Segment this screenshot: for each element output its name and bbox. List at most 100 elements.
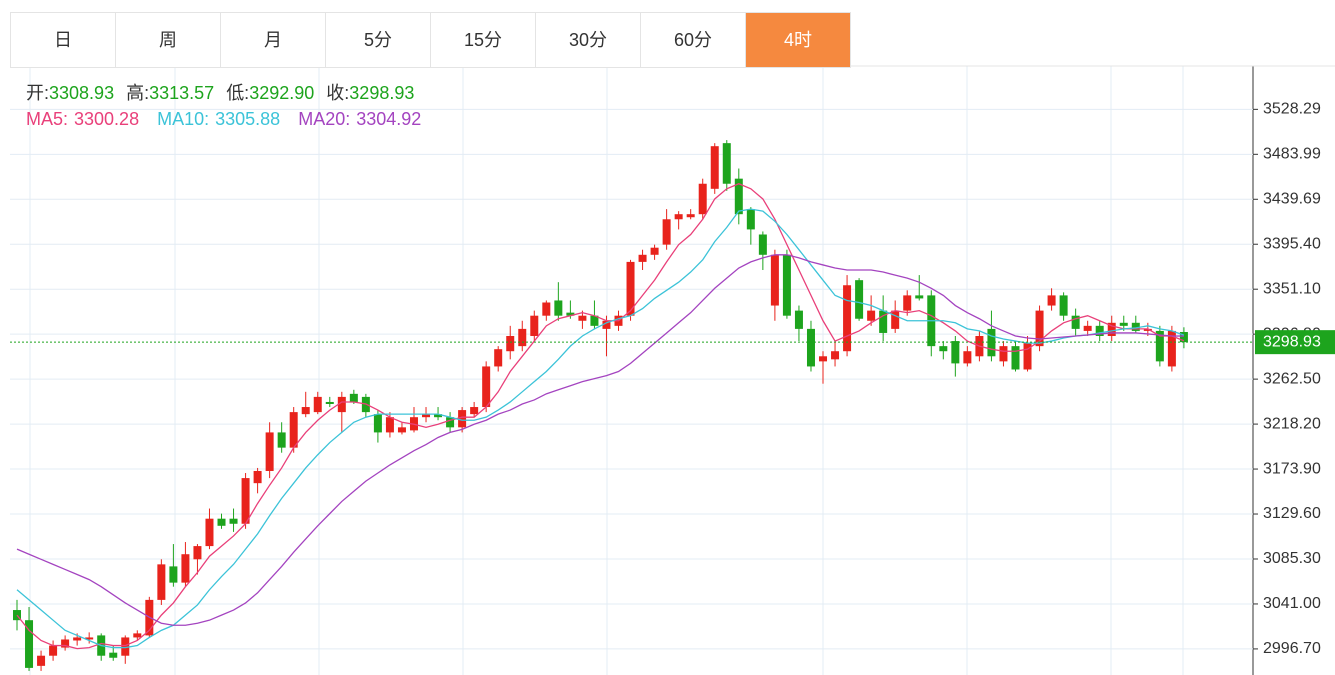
vertical-grid <box>29 66 1184 675</box>
candle-body <box>337 396 346 413</box>
candle-body <box>674 214 683 220</box>
period-tab[interactable]: 4时 <box>746 13 851 67</box>
candle-body <box>85 637 94 640</box>
plot-area <box>13 140 1188 671</box>
candle-body <box>782 254 791 316</box>
candle-body <box>458 410 467 428</box>
candle-body <box>626 261 635 316</box>
current-price-tag <box>1255 330 1335 355</box>
ohlc-row: 开:3308.93 高:3313.57 低:3292.90 收:3298.93 <box>26 80 439 106</box>
candle-body <box>1095 325 1104 336</box>
candle-body <box>903 295 912 311</box>
period-tab[interactable]: 5分 <box>326 13 431 67</box>
ohlc-item: 开:3308.93 <box>26 83 114 103</box>
candle-body <box>205 518 214 547</box>
candle-body <box>542 302 551 316</box>
candle-body <box>253 470 262 484</box>
ohlc-value: 3298.93 <box>349 83 415 103</box>
candle-body <box>265 432 274 471</box>
candle-body <box>746 209 755 230</box>
candle-body <box>325 401 334 404</box>
y-tick-label: 3041.00 <box>1263 595 1321 612</box>
candle-body <box>1083 325 1092 331</box>
candle-body <box>530 315 539 336</box>
candle-body <box>1047 295 1056 306</box>
candle-body <box>229 518 238 524</box>
candle-body <box>373 414 382 433</box>
candle-body <box>518 328 527 347</box>
candle-body <box>758 234 767 255</box>
y-tick-label: 3085.30 <box>1263 550 1321 567</box>
candle-body <box>819 356 828 362</box>
y-tick-label: 3528.29 <box>1263 101 1321 118</box>
period-tab[interactable]: 日 <box>11 13 116 67</box>
candle-body <box>806 328 815 367</box>
candle-body <box>301 407 310 415</box>
candle-body <box>999 346 1008 362</box>
legend-name: MA20: <box>298 109 351 129</box>
legend-item: MA20: 3304.92 <box>298 109 421 129</box>
candle-body <box>710 146 719 189</box>
candle-body <box>554 300 563 316</box>
info-panel: 开:3308.93 高:3313.57 低:3292.90 收:3298.93 MA5… <box>26 80 439 132</box>
ohlc-label: 低: <box>226 83 250 103</box>
candle-body <box>566 312 575 316</box>
ma-line <box>16 254 1184 626</box>
y-tick-label: 3439.69 <box>1263 190 1321 207</box>
candle-body <box>289 412 298 448</box>
candle-body <box>349 393 358 402</box>
legend-item: MA5: 3300.28 <box>26 109 139 129</box>
candle-body <box>1023 343 1032 370</box>
candle-body <box>770 254 779 306</box>
period-tab[interactable]: 30分 <box>536 13 641 67</box>
period-tab[interactable]: 周 <box>116 13 221 67</box>
y-tick-label: 2996.70 <box>1263 640 1321 657</box>
candle-body <box>602 320 611 329</box>
candle-body <box>1131 322 1140 331</box>
ma-line <box>16 208 1185 649</box>
period-tab[interactable]: 月 <box>221 13 326 67</box>
candle-body <box>121 637 130 656</box>
candle-body <box>963 351 972 364</box>
period-tab[interactable]: 15分 <box>431 13 536 67</box>
candle-body <box>698 183 707 215</box>
legend-name: MA5: <box>26 109 69 129</box>
candle-body <box>1167 330 1176 367</box>
ohlc-value: 3308.93 <box>49 83 115 103</box>
ohlc-label: 高: <box>126 83 150 103</box>
y-ticks: 2996.70 3041.00 3085.30 3129.60 3173.90 3218.… <box>10 101 1321 657</box>
candle-body <box>169 566 178 583</box>
candle-body <box>494 349 503 367</box>
candle-body <box>313 396 322 413</box>
candle-body <box>37 655 46 666</box>
candle-body <box>867 310 876 321</box>
candle-body <box>109 652 118 658</box>
candle-body <box>157 564 166 600</box>
candle-body <box>25 620 34 668</box>
candle-body <box>181 554 190 583</box>
period-tab[interactable]: 60分 <box>641 13 746 67</box>
candle-body <box>891 310 900 329</box>
candle-body <box>638 254 647 262</box>
candle-body <box>193 546 202 560</box>
ohlc-item: 高:3313.57 <box>126 83 214 103</box>
candle-body <box>133 633 142 638</box>
ohlc-value: 3313.57 <box>149 83 215 103</box>
candle-body <box>1179 332 1188 343</box>
y-tick-label: 3173.90 <box>1263 460 1321 477</box>
candle-body <box>61 639 70 648</box>
legend-item: MA10: 3305.88 <box>157 109 280 129</box>
y-tick-label: 3351.10 <box>1263 280 1321 297</box>
y-tick-label: 3262.50 <box>1263 370 1321 387</box>
candle-body <box>794 310 803 329</box>
candle-body <box>951 341 960 364</box>
candle-body <box>482 366 491 408</box>
candle-body <box>662 219 671 245</box>
candle-body <box>470 407 479 415</box>
y-tick-label: 3218.20 <box>1263 415 1321 432</box>
candle-body <box>650 247 659 255</box>
y-tick-label: 3395.40 <box>1263 235 1321 252</box>
candle-body <box>915 295 924 299</box>
